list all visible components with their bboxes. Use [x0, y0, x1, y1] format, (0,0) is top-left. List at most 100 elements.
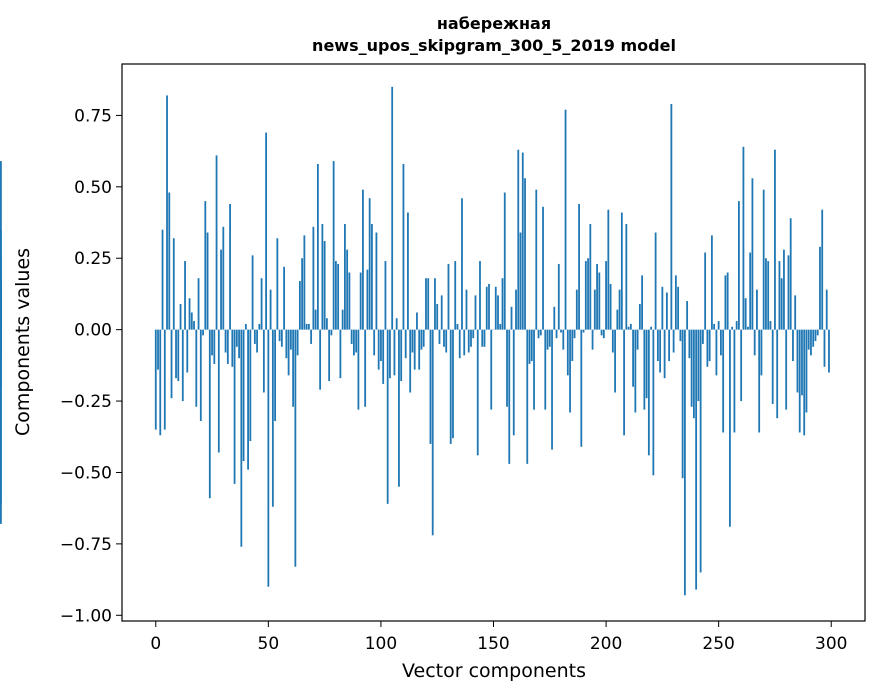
bar-161: [517, 149, 520, 330]
chart-title-line1: набережная: [437, 14, 551, 33]
bar-280: [785, 329, 788, 410]
bar-269: [760, 329, 763, 376]
bar-129: [445, 329, 448, 353]
bar-115: [413, 329, 416, 370]
bar-4: [163, 329, 166, 430]
bar-158: [510, 306, 513, 330]
bar-283: [792, 329, 794, 362]
bar-90: [357, 329, 360, 410]
bar-128: [443, 329, 445, 347]
bar-191: [584, 261, 587, 330]
bar-47: [260, 278, 263, 330]
bar-297: [823, 329, 826, 367]
bar-113: [409, 329, 412, 393]
bar-123: [431, 329, 434, 536]
bar-222: [654, 232, 657, 330]
bar-241: [697, 329, 700, 402]
bar-87: [350, 329, 353, 344]
bar-234: [681, 329, 684, 479]
bar-141: [472, 329, 475, 339]
y-tick-label: 0.50: [74, 178, 112, 198]
bar-190: [582, 329, 585, 333]
bar-237: [688, 329, 691, 359]
bar-89: [355, 329, 358, 353]
bar-32: [226, 329, 229, 364]
bar-247: [710, 235, 713, 330]
bar-35: [233, 329, 236, 484]
bar-162: [519, 232, 522, 330]
bar-185: [571, 329, 574, 362]
bar-183: [566, 329, 569, 376]
bar-78: [330, 329, 333, 336]
bar-242: [699, 329, 702, 573]
bar-238: [690, 329, 693, 407]
bar-175: [548, 329, 551, 347]
x-tick-label: 250: [702, 634, 734, 654]
bar-168: [533, 329, 535, 410]
x-tick-label: 200: [590, 634, 622, 654]
bar-84: [343, 223, 346, 330]
bar-164: [524, 178, 526, 330]
bar-53: [274, 329, 277, 422]
bar-207: [620, 212, 623, 330]
bar-260: [740, 329, 743, 402]
bar-52: [271, 329, 274, 507]
bar-291: [810, 329, 812, 356]
bar-230: [672, 329, 675, 353]
bar-3: [161, 229, 164, 330]
bar-235: [683, 329, 686, 596]
bar-135: [458, 329, 461, 359]
bar-249: [715, 329, 718, 376]
bar-273: [769, 321, 772, 330]
bar-6: [168, 192, 171, 330]
bar-205: [616, 309, 619, 330]
bar-199: [602, 329, 605, 339]
bar-5: [166, 95, 168, 330]
bar-213: [634, 329, 637, 413]
bar-9: [175, 329, 177, 379]
x-tick-label: 0: [150, 634, 161, 654]
bar-289: [805, 329, 808, 413]
bar-18: [195, 329, 198, 407]
bar-50: [267, 329, 270, 587]
bar-181: [562, 329, 565, 350]
bar-121: [427, 278, 430, 330]
bar-270: [762, 189, 765, 330]
bar-275: [774, 149, 776, 330]
bar-286: [798, 329, 801, 433]
bar-25: [211, 329, 213, 356]
bar-272: [767, 261, 770, 330]
bar-186: [573, 329, 576, 339]
bar-64: [298, 281, 301, 330]
bar-117: [418, 329, 421, 370]
bar-227: [665, 292, 668, 330]
bar-245: [706, 329, 709, 367]
y-tick-label: −0.25: [60, 392, 112, 412]
bar-65: [301, 258, 304, 330]
bar-194: [591, 329, 594, 350]
bar-285: [796, 329, 799, 393]
bar-119: [422, 329, 425, 347]
bar-184: [569, 329, 571, 413]
bar-254: [726, 272, 729, 330]
bar-13: [184, 261, 186, 330]
bar-208: [623, 329, 625, 436]
bar-248: [713, 323, 716, 330]
y-axis-ticks: 0.75 0.50 0.25 0.00 −0.25 −0.50 −0.75 −1.00: [60, 106, 122, 626]
bar-143: [476, 329, 479, 456]
bar-98: [375, 232, 378, 330]
bar-103: [386, 329, 389, 504]
bar-167: [530, 329, 533, 362]
bar-94: [366, 269, 369, 330]
bar-217: [643, 329, 646, 410]
bar-259: [738, 201, 740, 330]
y-tick-label: 0.75: [74, 106, 112, 126]
bar-282: [789, 218, 792, 330]
bar-145: [481, 329, 484, 347]
bar-288: [803, 329, 806, 436]
bar-246: [708, 329, 711, 362]
bar-59: [287, 329, 290, 376]
bar-61: [292, 329, 295, 407]
bar-33: [229, 203, 231, 330]
